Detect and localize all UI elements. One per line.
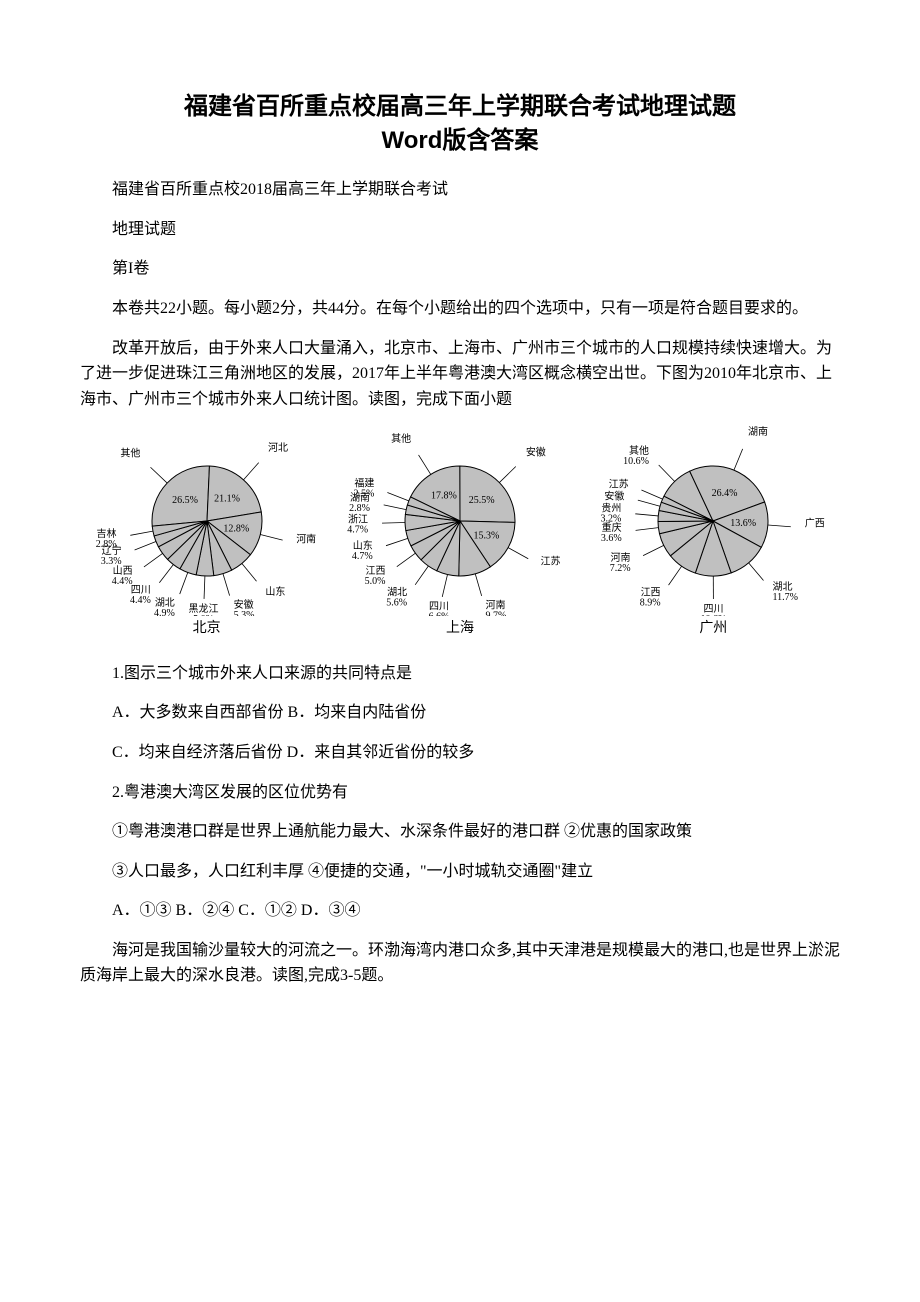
leader-line: [386, 539, 408, 546]
question-2: 2.粤港澳大湾区发展的区位优势有: [80, 780, 840, 806]
leader-line: [243, 463, 258, 480]
section-label: 第I卷: [80, 256, 840, 282]
pie-charts-figure: 其他26.5%河北21.1%河南12.8%山东安徽5.3%黑龙江5.0%湖北4.…: [80, 426, 840, 640]
leader-line: [636, 514, 659, 516]
question-1-options-cd: C．均来自经济落后省份 D．来自其邻近省份的较多: [80, 740, 840, 766]
slice-percent: 17.8%: [431, 491, 457, 502]
passage-2: 海河是我国输沙量较大的河流之一。环渤海湾内港口众多,其中天津港是规模最大的港口,…: [80, 938, 840, 989]
slice-label: 湖南: [748, 426, 768, 438]
slice-percent: 9.7%: [486, 611, 507, 617]
leader-line: [150, 468, 167, 484]
leader-line: [749, 563, 764, 581]
slice-label: 其他: [391, 432, 411, 445]
slice-percent: 2.8%: [95, 539, 116, 550]
page-title: 福建省百所重点校届高三年上学期联合考试地理试题 Word版含答案: [80, 90, 840, 157]
leader-line: [204, 576, 205, 599]
slice-percent: 5.6%: [386, 598, 407, 609]
leader-line: [508, 548, 528, 559]
leader-line: [442, 575, 447, 597]
slice-percent: 13.6%: [731, 519, 757, 530]
slice-percent: 21.1%: [214, 494, 240, 505]
question-1: 1.图示三个城市外来人口来源的共同特点是: [80, 661, 840, 687]
subject-label: 地理试题: [80, 217, 840, 243]
leader-line: [734, 449, 743, 470]
question-2-line2: ③人口最多，人口红利丰厚 ④便捷的交通，"一小时城轨交通圈"建立: [80, 859, 840, 885]
passage-1: 改革开放后，由于外来人口大量涌入，北京市、上海市、广州市三个城市的人口规模持续快…: [80, 336, 840, 413]
slice-label: 江苏: [609, 478, 629, 491]
slice-label: 安徽: [526, 446, 546, 459]
slice-percent: 3.6%: [601, 533, 622, 544]
slice-percent: 4.9%: [154, 609, 175, 617]
slice-percent: 8.9%: [640, 598, 661, 609]
leader-line: [144, 554, 163, 568]
slice-percent: 15.3%: [474, 531, 500, 542]
leader-line: [636, 528, 659, 531]
slice-label: 安徽: [605, 490, 625, 503]
chart-label-guangzhou: 广州: [699, 618, 727, 640]
leader-line: [387, 493, 408, 501]
question-2-options: A．①③ B．②④ C．①② D．③④: [80, 898, 840, 924]
leader-line: [659, 465, 675, 482]
question-2-line1: ①粤港澳港口群是世界上通航能力最大、水深条件最好的港口群 ②优惠的国家政策: [80, 819, 840, 845]
leader-line: [419, 455, 431, 474]
slice-percent: 3.2%: [601, 514, 622, 525]
slice-label: 河北: [268, 442, 288, 454]
leader-line: [384, 505, 407, 510]
chart-label-beijing: 北京: [193, 618, 221, 640]
leader-line: [382, 523, 405, 524]
leader-line: [179, 573, 187, 595]
slice-percent: 4.4%: [111, 577, 132, 588]
pie-guangzhou: 其他10.6%湖南26.4%广西13.6%湖北11.7%四川10.6%江西8.9…: [598, 426, 828, 616]
title-line2: Word版含答案: [382, 127, 539, 154]
chart-guangzhou: 其他10.6%湖南26.4%广西13.6%湖北11.7%四川10.6%江西8.9…: [598, 426, 828, 640]
slice-percent: 6.6%: [429, 612, 450, 616]
leader-line: [134, 542, 155, 551]
slice-percent: 2.5%: [354, 489, 375, 500]
slice-label: 其他: [120, 447, 140, 460]
slice-percent: 7.2%: [610, 563, 631, 574]
leader-line: [130, 531, 153, 535]
slice-label: 广西: [805, 518, 825, 530]
slice-label: 山东: [265, 585, 285, 598]
slice-percent: 11.7%: [773, 592, 798, 603]
slice-percent: 4.7%: [352, 551, 373, 562]
instructions: 本卷共22小题。每小题2分，共44分。在每个小题给出的四个选项中，只有一项是符合…: [80, 296, 840, 322]
leader-line: [397, 554, 416, 567]
leader-line: [159, 565, 173, 583]
title-line1: 福建省百所重点校届高三年上学期联合考试地理试题: [184, 93, 736, 120]
leader-line: [768, 525, 791, 527]
slice-percent: 5.3%: [233, 610, 254, 616]
slice-percent: 25.5%: [469, 495, 495, 506]
pie-beijing: 其他26.5%河北21.1%河南12.8%山东安徽5.3%黑龙江5.0%湖北4.…: [92, 426, 322, 616]
slice-percent: 10.6%: [701, 614, 727, 616]
leader-line: [669, 567, 682, 586]
leader-line: [643, 546, 664, 556]
slice-percent: 26.4%: [712, 488, 738, 499]
slice-percent: 3.3%: [100, 557, 121, 568]
chart-beijing: 其他26.5%河北21.1%河南12.8%山东安徽5.3%黑龙江5.0%湖北4.…: [92, 426, 322, 640]
slice-percent: 2.8%: [349, 503, 370, 514]
leader-line: [638, 500, 660, 506]
chart-shanghai: 其他17.8%安徽25.5%江苏15.3%河南9.7%四川6.6%湖北5.6%江…: [345, 426, 575, 640]
pie-shanghai: 其他17.8%安徽25.5%江苏15.3%河南9.7%四川6.6%湖北5.6%江…: [345, 426, 575, 616]
leader-line: [475, 574, 481, 596]
leader-line: [260, 535, 282, 541]
slice-percent: 12.8%: [223, 524, 249, 535]
slice-percent: 4.4%: [130, 595, 151, 606]
leader-line: [642, 490, 663, 499]
slice-label: 河南: [296, 533, 316, 546]
leader-line: [223, 574, 230, 596]
slice-label: 江苏: [540, 555, 560, 568]
slice-percent: 5.0%: [193, 614, 214, 616]
leader-line: [499, 467, 515, 483]
leader-line: [415, 566, 428, 585]
leader-line: [242, 564, 257, 582]
subtitle-source: 福建省百所重点校2018届高三年上学期联合考试: [80, 177, 840, 203]
question-1-options-ab: A．大多数来自西部省份 B．均来自内陆省份: [80, 700, 840, 726]
slice-percent: 10.6%: [623, 456, 649, 467]
slice-percent: 26.5%: [172, 495, 198, 506]
slice-percent: 5.0%: [365, 576, 386, 587]
chart-label-shanghai: 上海: [446, 618, 474, 640]
slice-percent: 4.7%: [347, 525, 368, 536]
